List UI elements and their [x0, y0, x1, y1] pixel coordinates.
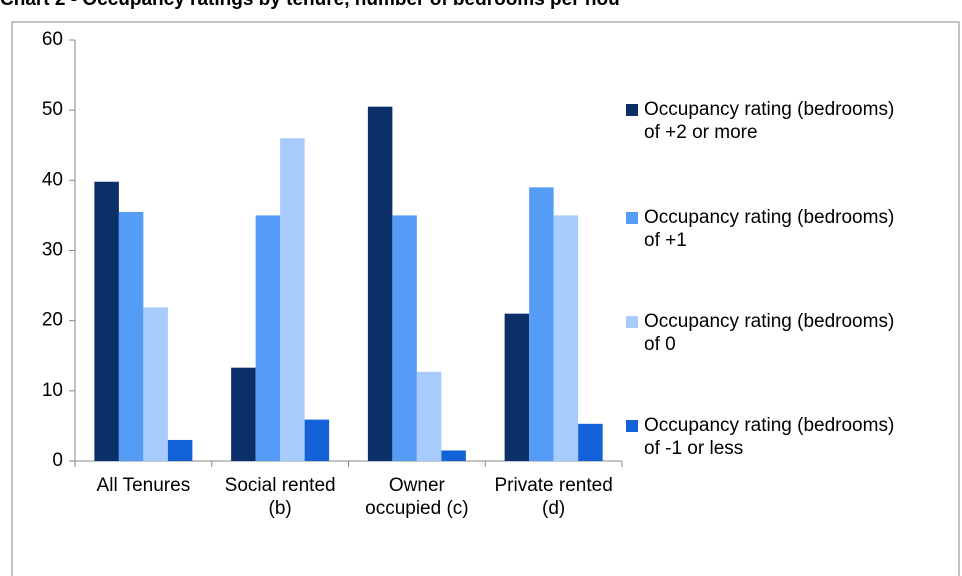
legend-label: Occupancy rating (bedrooms) of +1: [644, 207, 895, 251]
y-tick-label: 60: [42, 29, 63, 50]
bar: [255, 215, 281, 461]
chart-frame: [11, 21, 960, 576]
y-tick-label: 30: [42, 240, 63, 261]
legend-label: Occupancy rating (bedrooms) of +2 or mor…: [644, 99, 895, 143]
x-tick-label: Social rented (b): [224, 475, 336, 519]
bar: [529, 187, 554, 461]
x-tick-label: Owner occupied (c): [365, 475, 469, 519]
bar: [416, 371, 442, 461]
bar: [304, 419, 330, 461]
bar: [231, 367, 256, 461]
bar: [504, 313, 530, 461]
legend-swatch: [626, 420, 638, 432]
x-tick-label: All Tenures: [96, 475, 191, 496]
bar: [94, 181, 119, 461]
bar: [367, 106, 393, 462]
legend-swatch: [626, 104, 638, 116]
y-tick-label: 0: [52, 450, 63, 471]
bar: [392, 215, 417, 461]
bar: [143, 307, 168, 461]
bar: [578, 423, 603, 461]
legend-label: Occupancy rating (bedrooms) of -1 or les…: [644, 415, 895, 459]
bar: [553, 215, 579, 461]
legend-label: Occupancy rating (bedrooms) of 0: [644, 311, 895, 355]
bar: [118, 211, 144, 461]
legend-swatch: [626, 212, 638, 224]
y-tick-label: 50: [42, 99, 63, 120]
y-tick-label: 10: [42, 380, 63, 401]
bar: [167, 439, 193, 461]
x-tick-label: Private rented (d): [494, 475, 613, 519]
bar: [441, 450, 466, 461]
y-tick-label: 40: [42, 169, 63, 190]
chart-title: Chart 2 - Occupancy ratings by tenure, n…: [0, 0, 620, 11]
legend-swatch: [626, 316, 638, 328]
bar: [280, 138, 305, 461]
y-tick-label: 20: [42, 310, 63, 331]
